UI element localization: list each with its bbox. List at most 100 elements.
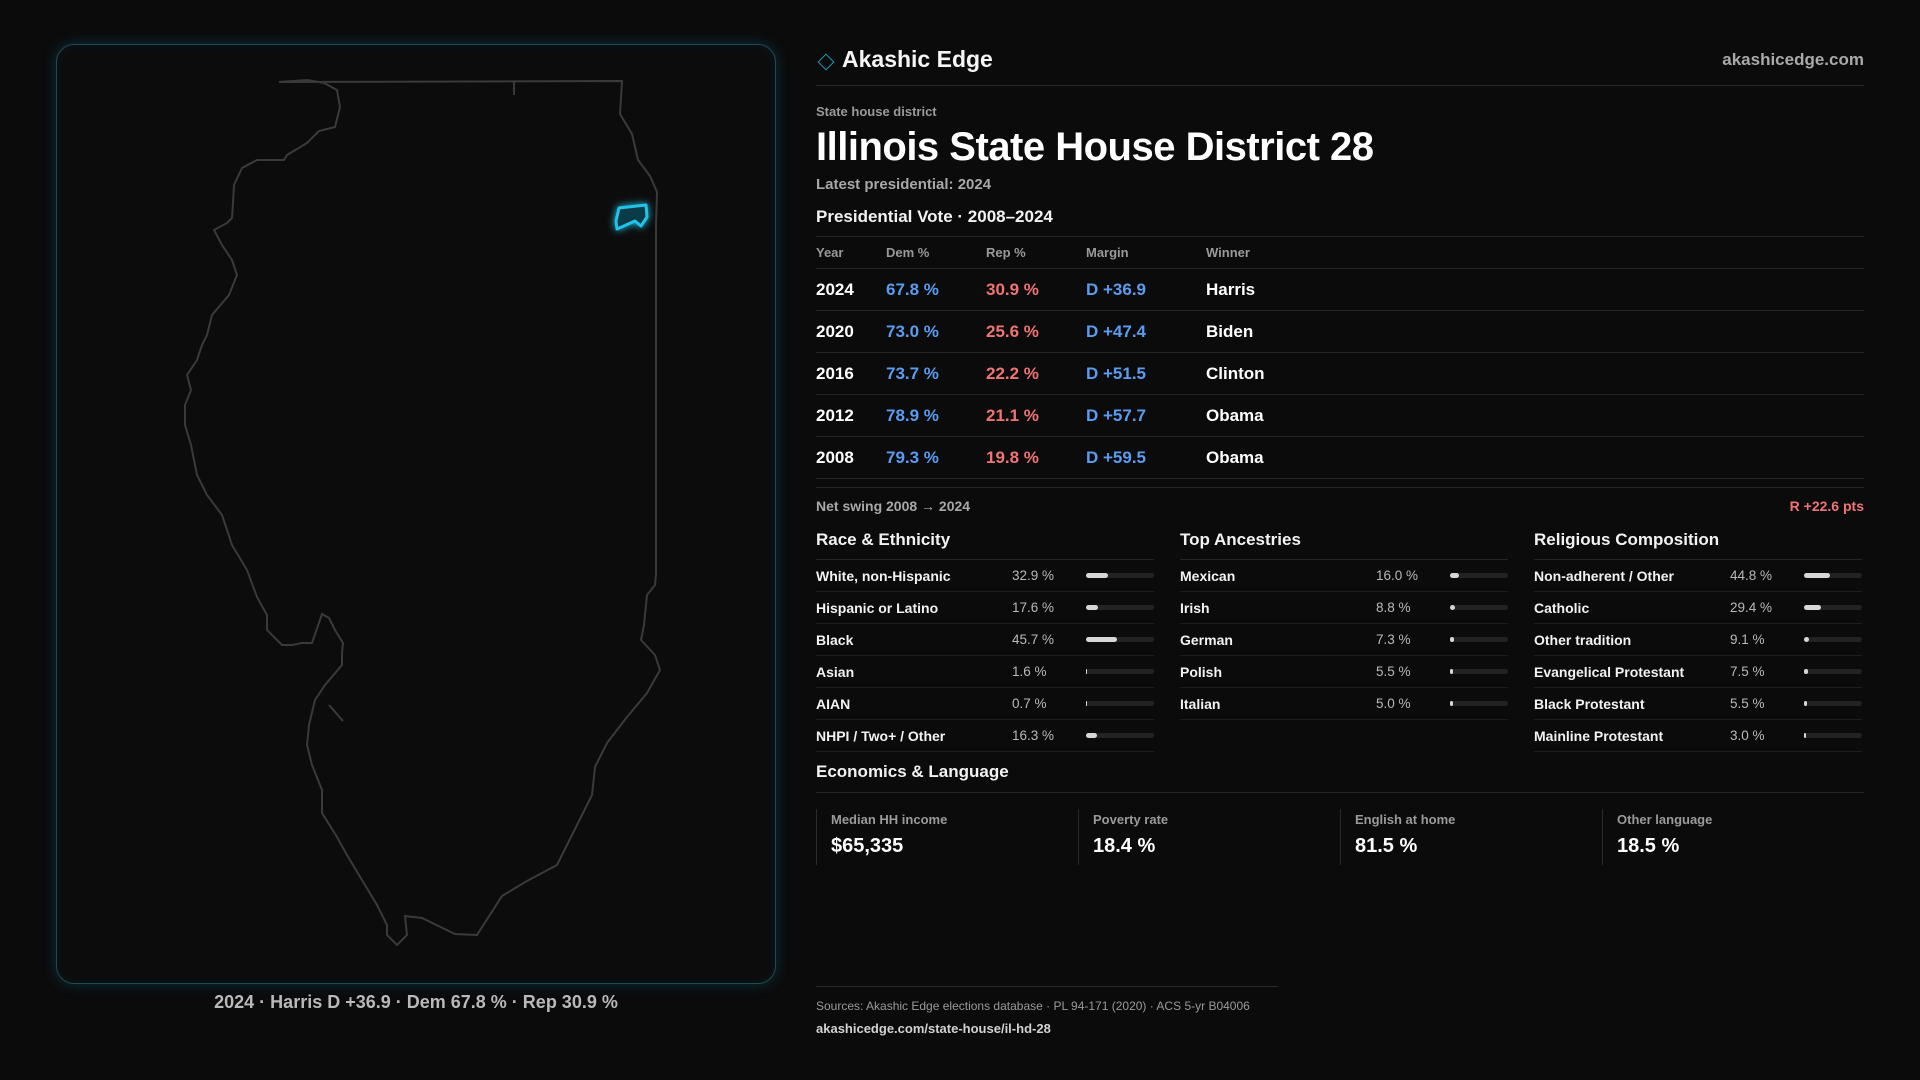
- item-bar: [1804, 573, 1862, 578]
- col-dem: Dem %: [886, 237, 986, 269]
- item-bar: [1086, 637, 1154, 642]
- religion-title: Religious Composition: [1534, 530, 1862, 560]
- list-item: AIAN 0.7 %: [816, 688, 1154, 720]
- item-label: Italian: [1180, 695, 1221, 712]
- cell-rep: 30.9 %: [986, 268, 1086, 311]
- table-row: 2016 73.7 % 22.2 % D +51.5 Clinton: [816, 352, 1864, 395]
- item-bar-fill: [1804, 637, 1810, 642]
- district-map: [184, 78, 662, 947]
- cell-margin: D +57.7: [1086, 394, 1206, 437]
- table-row: 2020 73.0 % 25.6 % D +47.4 Biden: [816, 310, 1864, 353]
- brand[interactable]: Akashic Edge: [816, 46, 993, 73]
- table-row: 2024 67.8 % 30.9 % D +36.9 Harris: [816, 268, 1864, 311]
- sources-footer: Sources: Akashic Edge elections database…: [816, 986, 1278, 1036]
- cell-margin: D +51.5: [1086, 352, 1206, 395]
- cell-year: 2020: [816, 310, 886, 353]
- religion-list: Non-adherent / Other 44.8 % Catholic 29.4 %…: [1534, 560, 1862, 752]
- item-label: Catholic: [1534, 599, 1590, 616]
- item-label: Irish: [1180, 599, 1210, 616]
- source-url-link[interactable]: akashicedge.com/state-house/il-hd-28: [816, 1021, 1051, 1036]
- item-bar-fill: [1086, 637, 1118, 642]
- item-bar-fill: [1804, 605, 1822, 610]
- item-label: White, non-Hispanic: [816, 567, 951, 584]
- list-item: Catholic 29.4 %: [1534, 592, 1862, 624]
- economics-cards: Median HH income $65,335 Poverty rate 18…: [816, 809, 1864, 865]
- cell-winner: Biden: [1206, 310, 1864, 353]
- list-item: German 7.3 %: [1180, 624, 1508, 656]
- item-value: 5.5 %: [1730, 696, 1765, 711]
- list-item: White, non-Hispanic 32.9 %: [816, 560, 1154, 592]
- econ-value: $65,335: [831, 835, 904, 857]
- ancestry-section: Top Ancestries Mexican 16.0 % Irish 8.8 % Ge…: [1180, 530, 1508, 752]
- content-column: Akashic Edge akashicedge.com State house…: [816, 44, 1864, 865]
- header: Akashic Edge akashicedge.com: [816, 44, 1864, 86]
- item-label: Black Protestant: [1534, 695, 1645, 712]
- econ-label: Median HH income: [831, 812, 948, 827]
- item-bar: [1450, 669, 1508, 674]
- district-highlight[interactable]: [614, 203, 649, 231]
- cell-rep: 22.2 %: [986, 352, 1086, 395]
- cell-winner: Obama: [1206, 436, 1864, 479]
- item-bar: [1450, 605, 1508, 610]
- col-year: Year: [816, 237, 886, 269]
- cell-rep: 25.6 %: [986, 310, 1086, 353]
- item-bar: [1086, 605, 1154, 610]
- sources-text: Sources: Akashic Edge elections database…: [816, 999, 1250, 1013]
- item-bar: [1450, 701, 1508, 706]
- item-label: Mexican: [1180, 567, 1236, 584]
- site-url-link[interactable]: akashicedge.com: [1722, 49, 1864, 69]
- demographics-grid: Race & Ethnicity White, non-Hispanic 32.9…: [816, 530, 1864, 752]
- map-panel: [56, 44, 776, 984]
- page-title: Illinois State House District 28: [816, 125, 1374, 169]
- econ-card-english: English at home 81.5 %: [1340, 809, 1602, 865]
- ancestry-list: Mexican 16.0 % Irish 8.8 % German 7.3 % Polish…: [1180, 560, 1508, 720]
- item-label: Other tradition: [1534, 631, 1632, 648]
- econ-value: 81.5 %: [1355, 835, 1418, 857]
- item-bar-fill: [1450, 605, 1456, 610]
- table-row: 2008 79.3 % 19.8 % D +59.5 Obama: [816, 436, 1864, 479]
- ancestry-title: Top Ancestries: [1180, 530, 1508, 560]
- presidential-vote-table: Year Dem % Rep % Margin Winner 2024 67.8…: [816, 237, 1864, 479]
- list-item: Hispanic or Latino 17.6 %: [816, 592, 1154, 624]
- item-label: AIAN: [816, 695, 851, 712]
- item-bar: [1804, 637, 1862, 642]
- map-caption: 2024 · Harris D +36.9 · Dem 67.8 % · Rep…: [214, 992, 618, 1012]
- list-item: Black Protestant 5.5 %: [1534, 688, 1862, 720]
- list-item: Non-adherent / Other 44.8 %: [1534, 560, 1862, 592]
- cell-rep: 19.8 %: [986, 436, 1086, 479]
- item-bar-fill: [1086, 701, 1087, 706]
- econ-value: 18.5 %: [1617, 835, 1680, 857]
- cell-dem: 79.3 %: [886, 436, 986, 479]
- list-item: Mainline Protestant 3.0 %: [1534, 720, 1862, 752]
- item-label: Polish: [1180, 663, 1223, 680]
- item-bar-fill: [1086, 573, 1109, 578]
- list-item: Polish 5.5 %: [1180, 656, 1508, 688]
- econ-value: 18.4 %: [1093, 835, 1156, 857]
- item-bar: [1086, 669, 1154, 674]
- econ-card-income: Median HH income $65,335: [816, 809, 1078, 865]
- item-value: 17.6 %: [1012, 600, 1055, 615]
- brand-name: Akashic Edge: [842, 46, 993, 72]
- page-kicker: State house district: [816, 104, 937, 119]
- cell-year: 2008: [816, 436, 886, 479]
- item-value: 5.0 %: [1376, 696, 1411, 711]
- item-value: 16.0 %: [1376, 568, 1419, 583]
- item-bar-fill: [1450, 573, 1460, 578]
- cell-dem: 73.7 %: [886, 352, 986, 395]
- item-label: Hispanic or Latino: [816, 599, 939, 616]
- item-label: NHPI / Two+ / Other: [816, 727, 946, 744]
- item-bar-fill: [1450, 701, 1453, 706]
- item-label: Asian: [816, 663, 855, 680]
- table-row: 2012 78.9 % 21.1 % D +57.7 Obama: [816, 394, 1864, 437]
- cell-margin: D +59.5: [1086, 436, 1206, 479]
- item-bar-fill: [1450, 669, 1454, 674]
- cell-dem: 73.0 %: [886, 310, 986, 353]
- econ-label: Other language: [1617, 812, 1713, 827]
- item-bar: [1804, 669, 1862, 674]
- econ-label: Poverty rate: [1093, 812, 1169, 827]
- race-ethnicity-section: Race & Ethnicity White, non-Hispanic 32.9…: [816, 530, 1154, 752]
- list-item: Other tradition 9.1 %: [1534, 624, 1862, 656]
- col-margin: Margin: [1086, 237, 1206, 269]
- item-value: 1.6 %: [1012, 664, 1047, 679]
- cell-year: 2024: [816, 268, 886, 311]
